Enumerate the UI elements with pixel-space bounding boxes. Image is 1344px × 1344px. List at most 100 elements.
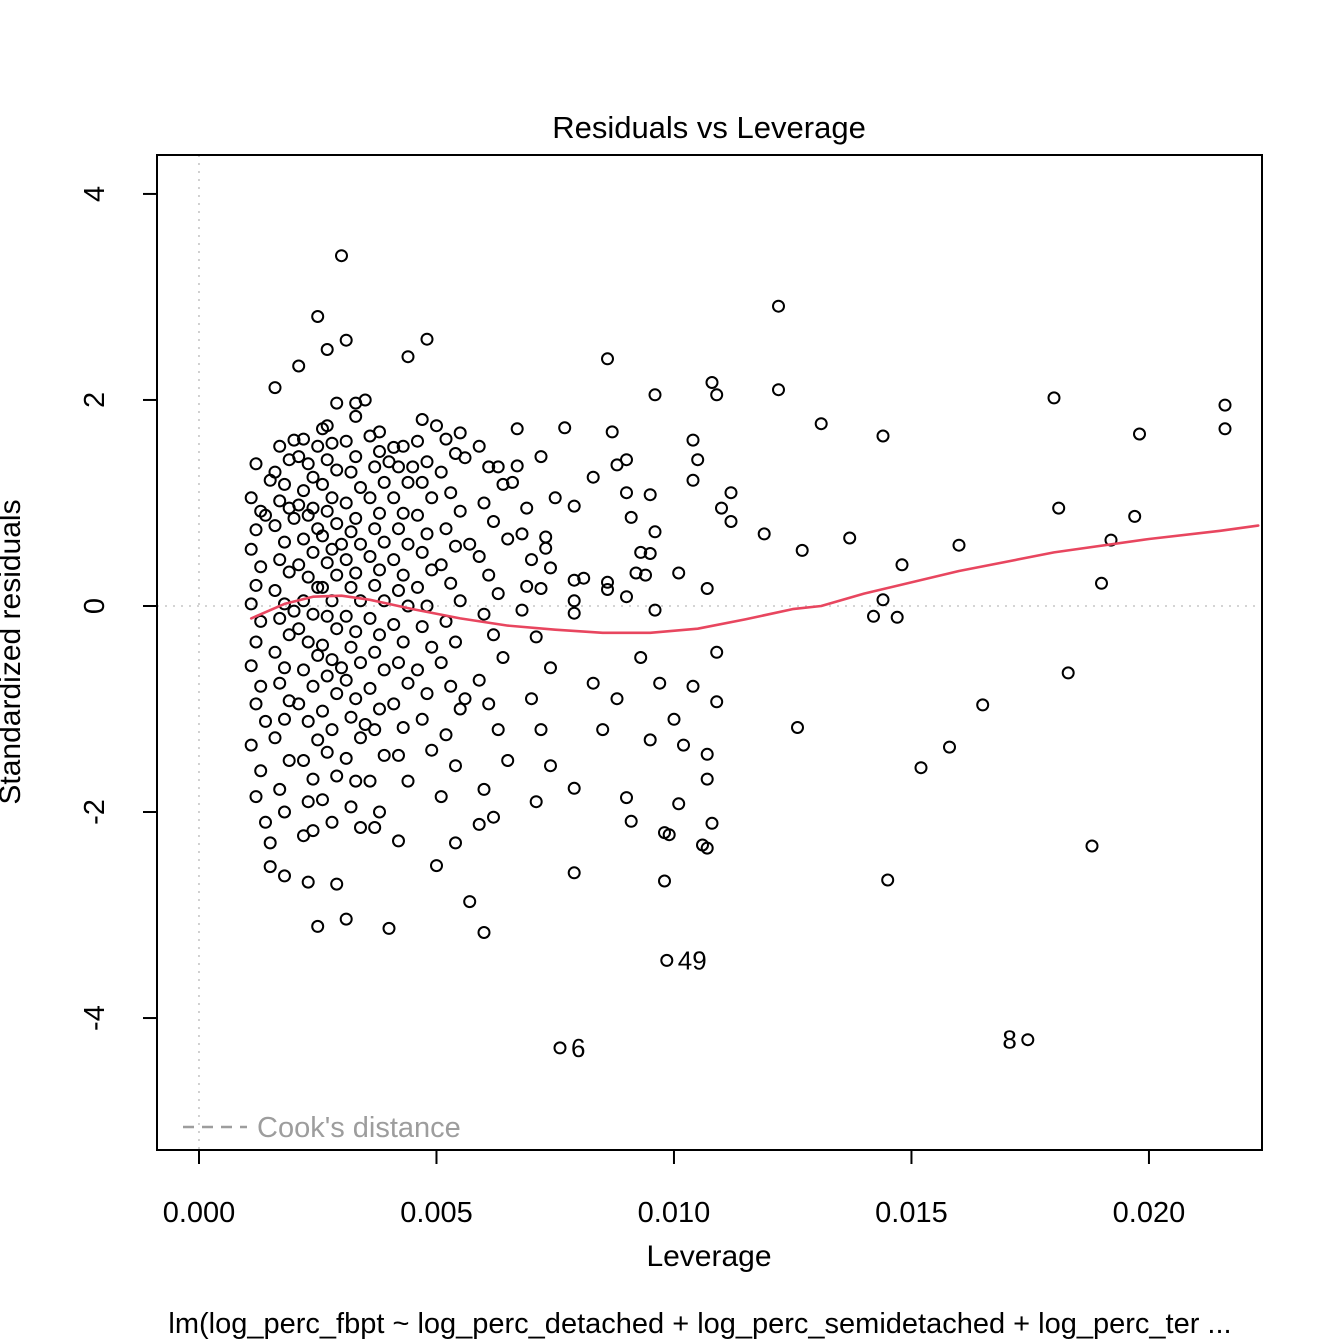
data-point [330,568,344,582]
data-point [339,912,353,926]
data-point [876,429,890,443]
data-point [268,584,282,597]
data-point [525,553,538,567]
data-point [520,501,534,515]
data-point [496,477,510,491]
data-point [273,439,287,453]
data-point [544,661,557,675]
data-point [881,873,895,887]
data-point [363,429,377,443]
data-point [648,603,662,617]
data-point [420,332,434,346]
data-point [415,545,429,559]
data-point [320,669,334,683]
data-point [401,475,415,489]
data-point [1095,576,1108,590]
data-point [477,607,491,621]
x-tick-label: 0.000 [163,1197,236,1229]
data-point [335,661,348,675]
data-point [330,622,344,636]
data-point [363,611,377,625]
data-point [259,815,272,829]
data-point [586,470,600,484]
data-point [558,421,572,435]
data-point [339,553,353,567]
x-tick-label: 0.020 [1113,1197,1186,1229]
data-point [368,460,382,474]
data-point [254,679,268,693]
data-point [297,754,310,767]
data-point [316,638,329,652]
chart-title: Residuals vs Leverage [552,110,866,145]
y-tick-label: 2 [79,392,111,408]
data-point [757,527,771,541]
data-point [339,496,353,510]
data-point [401,350,415,364]
data-point [700,582,714,595]
data-point [477,782,491,796]
data-point [339,751,353,765]
data-point [316,580,329,594]
data-point [316,529,329,543]
data-point [354,656,367,670]
data-point [349,409,363,423]
data-point [244,542,258,556]
smooth-trend-line [249,524,1260,635]
data-point [439,522,453,536]
data-point [254,764,268,778]
data-point [373,628,386,642]
data-point [415,712,429,726]
data-point [268,465,282,479]
data-point [601,583,614,596]
data-point [344,640,358,654]
data-point [425,743,439,757]
data-point [377,475,391,489]
data-point [567,573,581,587]
data-point [249,697,263,711]
data-point [430,419,443,433]
data-point [335,249,348,263]
data-point [392,460,405,474]
data-point [449,539,462,553]
data-point [292,622,306,636]
data-point [434,790,448,804]
data-point [249,578,263,592]
axis-tick-labels: 0.000 0.005 0.010 0.015 0.020 -4 -2 0 2 4 [79,186,1185,1229]
data-point [482,460,496,474]
data-point [273,494,287,508]
data-point [330,517,344,531]
data-point [610,692,624,706]
data-point [354,481,367,494]
labeled-outlier-points: 49 6 8 [553,945,1035,1063]
data-point [510,422,524,436]
data-point [705,816,719,830]
data-point [396,568,410,582]
data-point [686,433,700,447]
data-point [482,568,496,582]
data-point [254,560,268,574]
data-point [620,791,633,805]
data-point [411,434,424,448]
data-point [349,450,363,464]
data-point [373,506,386,520]
data-point [411,580,424,594]
data-point [273,676,287,690]
data-point [249,635,263,649]
data-point [311,580,325,594]
data-point [387,618,401,631]
data-point [330,769,344,783]
data-point [672,566,686,580]
data-point [335,537,348,551]
data-point [287,511,301,525]
labeled-data-point [660,953,674,967]
data-point [772,383,785,397]
data-point [330,877,344,891]
data-point [301,635,315,649]
data-point [339,333,353,347]
data-point [344,525,358,539]
reference-lines [157,155,1262,1150]
data-point [325,723,339,737]
x-tick-label: 0.010 [638,1197,711,1229]
data-point [297,532,310,546]
data-point [282,628,296,642]
